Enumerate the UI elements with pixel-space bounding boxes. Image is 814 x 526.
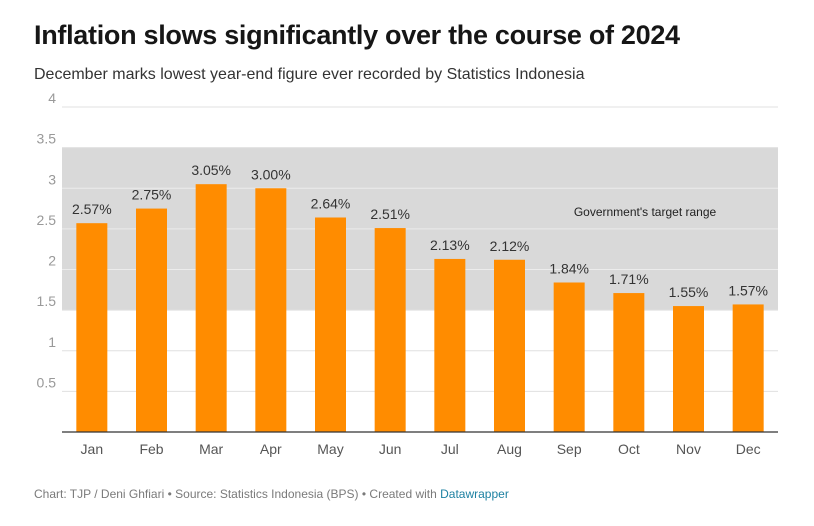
chart-footer: Chart: TJP / Deni Ghfiari • Source: Stat…	[34, 487, 509, 501]
bar-value-label: 2.12%	[490, 238, 530, 254]
bar-value-label: 2.51%	[370, 206, 410, 222]
x-tick-label: May	[317, 441, 343, 457]
bar	[613, 293, 645, 432]
target-range-label: Government's target range	[574, 205, 717, 219]
y-tick-label: 3.5	[37, 131, 57, 147]
bar	[434, 258, 466, 432]
bar-value-label: 2.57%	[72, 201, 112, 217]
y-tick-label: 3	[48, 171, 56, 187]
x-tick-label: Jul	[441, 441, 459, 457]
chart-title: Inflation slows significantly over the c…	[34, 20, 680, 50]
gridlines	[62, 106, 778, 392]
x-tick-label: Dec	[736, 441, 761, 457]
x-tick-label: Jan	[81, 441, 104, 457]
y-tick-label: 2	[48, 253, 56, 269]
bar	[374, 228, 406, 432]
y-axis-ticks: 0.5 1 1.5 2 2.5 3 3.5 4	[37, 90, 57, 390]
bar-value-label: 2.75%	[132, 187, 172, 203]
bars: 2.57% 2.75% 3.05% 3.00% 2.64% 2.51% 2.13% 2.12%…	[72, 162, 768, 432]
x-axis-labels: Jan Feb Mar Apr May Jun Jul Aug Sep Oct Nov Dec	[81, 441, 761, 457]
bar-value-label: 3.00%	[251, 166, 291, 182]
bar-value-label: 1.57%	[728, 282, 768, 298]
chart-subtitle: December marks lowest year-end figure ev…	[34, 66, 585, 83]
datawrapper-link[interactable]: Datawrapper	[440, 487, 509, 501]
y-tick-label: 4	[48, 90, 56, 106]
bar-value-label: 2.64%	[311, 196, 351, 212]
bar	[76, 223, 108, 432]
x-tick-label: Apr	[260, 441, 282, 457]
bar-value-label: 1.71%	[609, 271, 649, 287]
x-tick-label: Jun	[379, 441, 402, 457]
bar-value-label: 3.05%	[191, 162, 231, 178]
x-tick-label: Nov	[676, 441, 701, 457]
x-tick-label: Aug	[497, 441, 522, 457]
bar	[732, 304, 764, 432]
bar-value-label: 2.13%	[430, 237, 470, 253]
y-tick-label: 1	[48, 334, 56, 350]
x-tick-label: Sep	[557, 441, 582, 457]
bar	[673, 306, 704, 432]
bar-chart: 0.5 1 1.5 2 2.5 3 3.5 4 Government's target ran…	[37, 90, 778, 457]
bar	[315, 217, 346, 432]
bar	[255, 188, 287, 432]
y-tick-label: 1.5	[37, 293, 57, 309]
x-tick-label: Feb	[139, 441, 163, 457]
y-tick-label: 2.5	[37, 212, 57, 228]
bar	[136, 208, 167, 432]
bar	[195, 184, 227, 432]
x-tick-label: Mar	[199, 441, 223, 457]
bar	[553, 282, 585, 432]
bar	[494, 259, 525, 432]
bar-value-label: 1.84%	[549, 261, 589, 277]
x-tick-label: Oct	[618, 441, 640, 457]
bar-value-label: 1.55%	[669, 284, 709, 300]
footer-credits: Chart: TJP / Deni Ghfiari • Source: Stat…	[34, 487, 441, 501]
y-tick-label: 0.5	[37, 374, 57, 390]
